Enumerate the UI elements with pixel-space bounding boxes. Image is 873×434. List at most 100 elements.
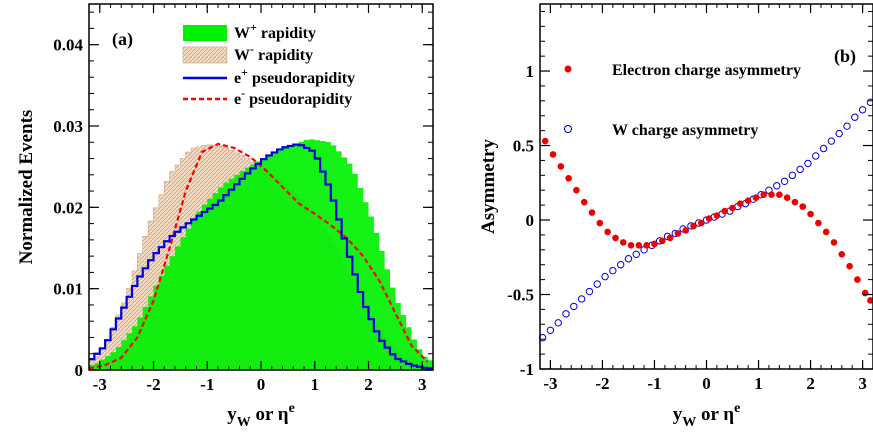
panel-b-ticks: -3 -2 -1 0 1 2 3 -1 -0.5 0 0.5 1 bbox=[507, 4, 873, 393]
legend-label-w-plus: W+ rapidity bbox=[234, 20, 316, 42]
electron-asymmetry-point bbox=[830, 239, 838, 246]
legend-rest: rapidity bbox=[254, 47, 313, 64]
electron-asymmetry-point bbox=[690, 222, 697, 230]
panel-a-y-axis-title: Normalized Events bbox=[16, 110, 37, 265]
panel-b-legend: Electron charge asymmetry W charge asymme… bbox=[564, 62, 801, 139]
x-title-subscript: W bbox=[682, 415, 696, 430]
panel-b-x-tick-label: 0 bbox=[702, 374, 711, 393]
electron-asymmetry-point bbox=[666, 234, 674, 242]
legend-rest: rapidity bbox=[257, 25, 316, 42]
electron-asymmetry-point bbox=[799, 203, 807, 210]
electron-asymmetry-point bbox=[658, 237, 666, 245]
panel-a-x-tick-label: 2 bbox=[364, 375, 373, 394]
legend-main: W bbox=[234, 47, 250, 64]
w-asymmetry-point bbox=[827, 137, 836, 145]
w-asymmetry-point bbox=[554, 319, 562, 327]
panel-b-label: (b) bbox=[834, 46, 856, 67]
electron-asymmetry-point bbox=[705, 215, 713, 222]
w-asymmetry-point bbox=[570, 302, 578, 311]
w-plus-rapidity-histogram bbox=[89, 139, 433, 370]
w-asymmetry-point bbox=[632, 250, 640, 258]
electron-asymmetry-point bbox=[760, 191, 768, 198]
panel-a-chart: -3 -2 -1 0 1 2 300.010.020.030.04 (a) W+ rapid… bbox=[16, 3, 434, 430]
w-asymmetry-point bbox=[593, 280, 601, 288]
w-asymmetry-point bbox=[835, 129, 843, 138]
electron-asymmetry-point bbox=[635, 242, 643, 249]
panel-a-y-tick-label: 0.02 bbox=[53, 198, 83, 217]
w-asymmetry-point bbox=[577, 295, 586, 303]
panel-a-x-tick-label: 3 bbox=[418, 375, 427, 394]
panel-b-plot-area bbox=[538, 98, 873, 342]
w-asymmetry-point bbox=[546, 326, 555, 334]
w-asymmetry-point bbox=[624, 255, 633, 263]
legend-label-w-minus: W- rapidity bbox=[234, 42, 313, 64]
w-asymmetry-point bbox=[773, 182, 781, 190]
panel-b-x-tick-label: -3 bbox=[543, 374, 557, 393]
electron-asymmetry-point bbox=[867, 297, 873, 304]
panel-b-x-tick-label: 1 bbox=[754, 374, 763, 393]
x-title-subscript: W bbox=[237, 415, 251, 430]
panel-a-x-tick-label: -3 bbox=[93, 375, 107, 394]
panel-b-chart: -3 -2 -1 0 1 2 3 -1 -0.5 0 0.5 1 (b) Electron charg… bbox=[478, 3, 873, 430]
w-asymmetry-point bbox=[780, 177, 789, 185]
electron-asymmetry-point bbox=[776, 191, 783, 198]
legend-main: W bbox=[234, 25, 250, 42]
panel-a-ticks: -3 -2 -1 0 1 2 3 0 0.01 0.02 0.03 0.04 bbox=[53, 4, 434, 394]
electron-asymmetry-point bbox=[729, 204, 736, 212]
panel-a-y-tick-label: 0.01 bbox=[53, 280, 83, 299]
panel-a-x-tick-label: 1 bbox=[311, 375, 320, 394]
w-asymmetry-point bbox=[804, 159, 812, 168]
w-asymmetry-point bbox=[819, 144, 828, 153]
panel-b-x-axis-title: yW or ηe bbox=[673, 401, 741, 430]
panel-a-y-tick-label: 0.03 bbox=[53, 117, 83, 136]
electron-asymmetry-point bbox=[643, 242, 650, 249]
x-title-y: y bbox=[673, 404, 683, 425]
electron-asymmetry-point bbox=[596, 219, 604, 227]
legend-label-e-plus: e+ pseudorapidity bbox=[234, 65, 355, 87]
w-asymmetry-point bbox=[812, 152, 820, 160]
electron-asymmetry-point bbox=[651, 240, 658, 248]
panel-b-y-axis-title: Asymmetry bbox=[478, 139, 499, 234]
panel-b-y-tick-label: 1 bbox=[526, 62, 535, 81]
electron-asymmetry-point bbox=[861, 289, 869, 297]
legend-superscript: + bbox=[250, 20, 257, 34]
electron-asymmetry-point bbox=[627, 242, 635, 249]
w-asymmetry-point bbox=[788, 171, 797, 180]
electron-asymmetry-point bbox=[604, 228, 611, 236]
electron-asymmetry-point bbox=[674, 230, 682, 237]
electron-asymmetry-point bbox=[697, 219, 705, 227]
electron-asymmetry-point bbox=[846, 262, 853, 270]
w-asymmetry-point bbox=[585, 287, 594, 296]
legend-main: e bbox=[234, 70, 241, 87]
electron-asymmetry-point bbox=[541, 137, 549, 145]
legend-superscript: + bbox=[241, 65, 248, 79]
legend-label-e-minus: e- pseudorapidity bbox=[234, 86, 352, 108]
panel-a-y-tick-label: 0.04 bbox=[53, 36, 83, 55]
w-asymmetry-point bbox=[796, 165, 804, 174]
panel-b-x-tick-label: -1 bbox=[647, 374, 661, 393]
panel-a-x-tick-label: 0 bbox=[257, 375, 266, 394]
panel-b-y-tick-label: -1 bbox=[520, 360, 534, 379]
electron-asymmetry-point bbox=[573, 186, 580, 194]
panel-b-x-tick-label: 3 bbox=[858, 374, 867, 393]
w-asymmetry-point bbox=[609, 266, 617, 275]
panel-a-label: (a) bbox=[112, 29, 133, 50]
electron-asymmetry-point bbox=[721, 207, 729, 215]
electron-asymmetry-point bbox=[838, 250, 846, 258]
w-asymmetry-point bbox=[562, 310, 570, 318]
panel-b-y-tick-label: -0.5 bbox=[507, 286, 534, 305]
legend-rest: pseudorapidity bbox=[248, 70, 355, 87]
legend-superscript: - bbox=[241, 86, 245, 100]
panel-b-y-tick-label: 0 bbox=[526, 211, 535, 230]
electron-asymmetry-point bbox=[588, 209, 596, 216]
electron-asymmetry-point bbox=[549, 151, 557, 158]
legend-marker-w bbox=[564, 125, 572, 133]
w-asymmetry-point bbox=[858, 106, 867, 114]
legend-marker-electron bbox=[564, 65, 572, 73]
electron-asymmetry-point bbox=[682, 227, 689, 234]
panel-a-x-tick-label: -2 bbox=[146, 375, 160, 394]
w-asymmetry-point bbox=[866, 98, 873, 107]
w-asymmetry-point bbox=[851, 113, 859, 121]
legend-superscript: - bbox=[250, 42, 254, 56]
